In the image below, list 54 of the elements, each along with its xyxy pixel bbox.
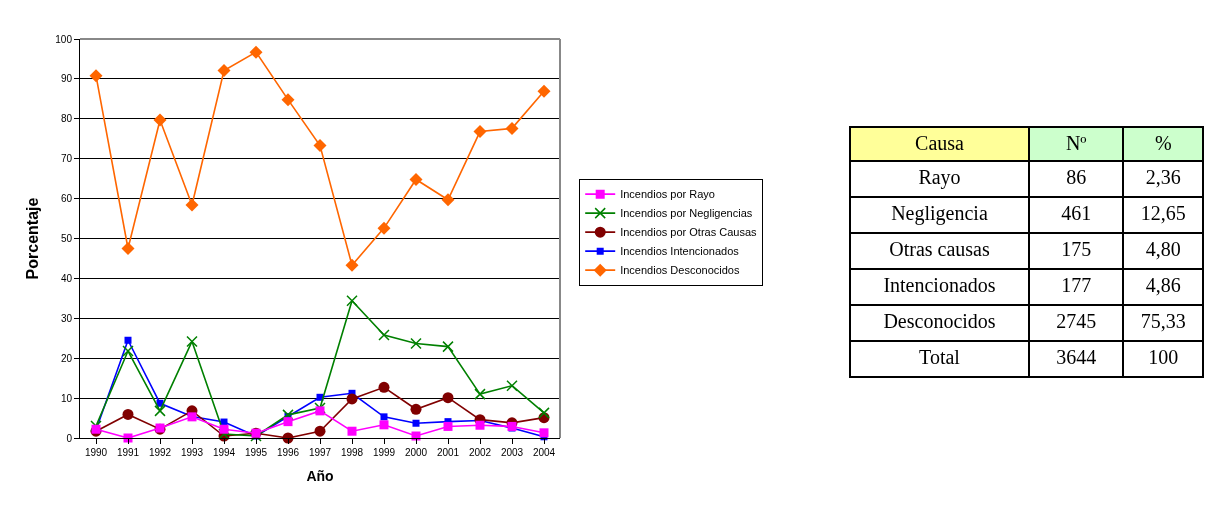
x-tick-label: 1999 [372, 447, 396, 458]
data-label: 3644 [1056, 346, 1097, 368]
legend-label: Incendios Desconocidos [620, 264, 740, 277]
y-tick-label: 100 [55, 33, 73, 45]
data-label: 2,36 [1145, 166, 1181, 188]
data-label: 177 [1061, 274, 1092, 296]
x-tick-label: Nº [1065, 132, 1087, 154]
y-tick-label: 30 [60, 312, 73, 324]
data-label: 461 [1061, 202, 1092, 224]
data-label: 4,80 [1145, 238, 1181, 260]
x-tick-label: 1990 [84, 447, 108, 458]
data-label: 12,65 [1140, 202, 1186, 224]
legend-label: Incendios por Negligencias [620, 207, 753, 220]
y-tick-label: 0 [66, 432, 73, 444]
x-tick-label: 1994 [212, 447, 236, 458]
data-label: 175 [1061, 238, 1092, 260]
x-tick-label: 1995 [244, 447, 268, 458]
x-tick-label: 2003 [500, 447, 524, 458]
y-tick-label: 90 [60, 73, 73, 85]
data-label: 86 [1066, 166, 1087, 188]
x-tick-label: 2001 [436, 447, 460, 458]
y-tick-label: Intencionados [883, 274, 996, 296]
x-tick-label: 1997 [308, 447, 332, 458]
data-label: 75,33 [1140, 310, 1186, 332]
x-tick-label: 1991 [116, 447, 140, 458]
y-tick-label: Negligencia [891, 202, 988, 225]
y-tick-label: Rayo [918, 166, 961, 189]
y-tick-label: 80 [60, 113, 73, 125]
x-tick-label: % [1154, 132, 1172, 154]
legend-label: Incendios por Rayo [620, 188, 715, 201]
legend-label: Incendios por Otras Causas [620, 226, 758, 239]
y-tick-label: 50 [60, 233, 73, 244]
x-tick-label: 1992 [148, 447, 172, 458]
y-tick-label: 40 [60, 272, 73, 284]
x-tick-label: 1998 [340, 447, 364, 458]
y-tick-label: Total [919, 346, 961, 368]
y-tick-label: 10 [60, 392, 73, 404]
y-tick-label: 60 [60, 193, 73, 205]
data-label: 2745 [1056, 310, 1097, 332]
y-tick-label: Otras causas [889, 238, 990, 260]
data-label: 4,86 [1145, 274, 1181, 296]
y-tick-label: Desconocidos [883, 310, 996, 332]
x-tick-label: 2000 [404, 447, 428, 458]
data-label: 100 [1148, 346, 1179, 368]
x-axis-title: Año [306, 468, 334, 485]
x-tick-label: 1993 [180, 447, 204, 458]
y-tick-label: 20 [60, 352, 73, 364]
legend-label: Incendios Intencionados [620, 245, 740, 258]
y-tick-label: 70 [60, 153, 73, 165]
x-tick-label: 2002 [468, 447, 492, 458]
x-tick-label: 2004 [532, 447, 556, 458]
x-tick-label: 1996 [276, 447, 300, 458]
y-axis-title: Porcentaje [24, 197, 42, 280]
y-axis-title: Causa [915, 132, 965, 154]
